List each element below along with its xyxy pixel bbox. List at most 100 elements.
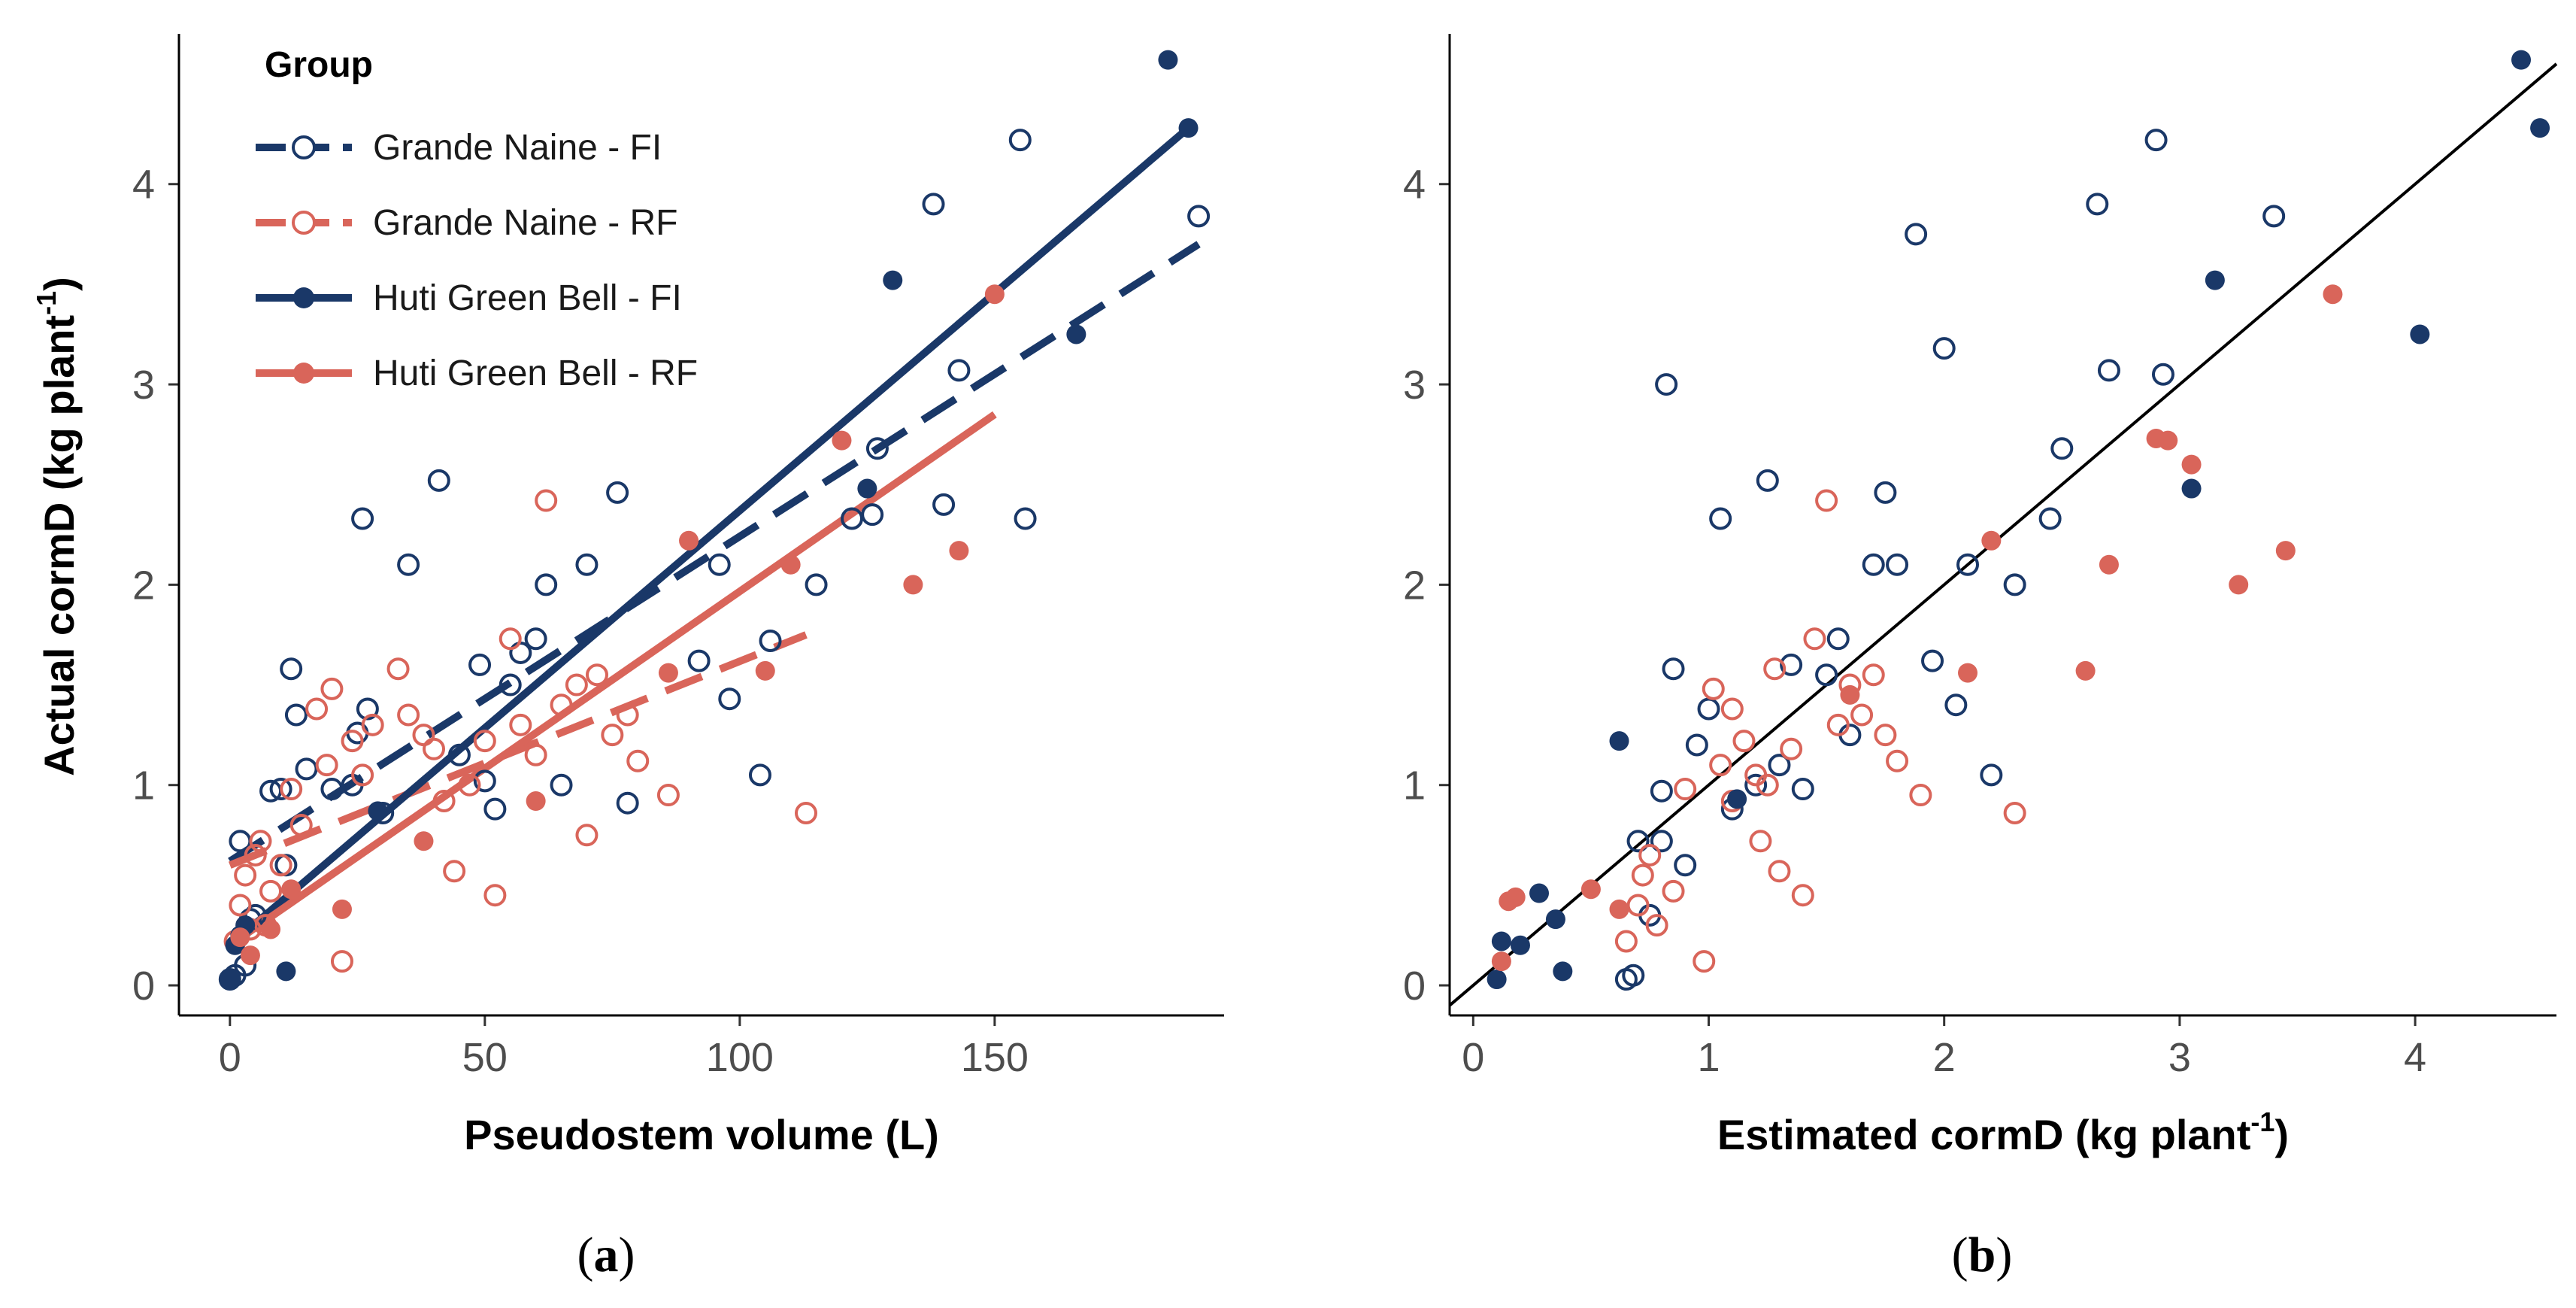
data-point [526,791,546,812]
panel-a-fit-lines [227,125,1201,948]
y-tick-label: 2 [132,563,155,608]
panel-a-x-tick-labels: 0 50 100 150 [219,1035,1029,1080]
data-point [550,773,573,797]
y-tick-label: 0 [1403,964,1426,1009]
data-point [1491,931,1511,951]
data-point [1622,964,1645,987]
panel-b: 0 1 2 3 4 0 1 2 3 4 Estimated cormD (kg plant-1)… [1403,34,2558,1282]
data-point [244,843,267,866]
data-point [356,697,379,721]
data-point [1780,653,1803,676]
data-point [1826,627,1850,651]
data-point [2275,541,2296,561]
data-point [1727,789,1747,809]
data-point [524,743,547,766]
data-point [2038,507,2062,530]
data-point [1981,530,2002,551]
data-point [2086,193,2109,216]
data-point [1862,663,1885,687]
data-point [861,503,884,527]
data-point [1958,663,1978,683]
data-point [1545,909,1565,930]
data-point [1674,854,1697,877]
data-point [1862,553,1885,576]
data-point [1158,50,1178,70]
data-point [658,663,678,683]
data-point [1815,663,1838,687]
data-point [679,530,699,551]
data-point [432,790,456,813]
data-point [524,627,547,651]
data-point [922,193,945,216]
data-point [281,879,302,900]
legend-key-marker [293,287,314,308]
data-point [386,657,410,681]
data-point [1702,677,1725,700]
data-point [1791,884,1814,907]
data-point [1693,950,1716,973]
panel-a-y-tick-labels: 0 1 2 3 4 [132,162,155,1009]
data-point [361,713,384,736]
data-point [1580,879,1601,900]
data-point [565,673,588,696]
data-point [1720,697,1744,721]
data-point [616,703,639,727]
data-point [1662,879,1685,903]
legend-label: Huti Green Bell - RF [373,354,698,393]
data-point [249,830,272,853]
data-point [269,778,292,801]
data-point [1491,951,1511,972]
data-point [240,945,260,966]
data-point [1487,970,1507,990]
data-point [230,927,250,948]
data-point [305,697,329,721]
data-point [857,478,877,499]
data-point [1187,205,1211,228]
legend-label: Grande Naine - RF [373,203,678,243]
data-point [1614,930,1638,953]
data-point [1886,749,1909,772]
data-point [1803,627,1826,651]
data-point [320,677,344,700]
data-point [865,437,889,460]
data-point [1768,754,1791,777]
legend-item-grande-naine-fi: Grande Naine - FI [256,128,662,168]
data-point [2158,430,2178,451]
data-point [473,769,496,793]
data-point [351,763,374,787]
data-point [1756,469,1779,492]
data-point [1626,830,1650,853]
data-point [458,773,481,797]
data-point [1553,961,1573,982]
data-point [443,860,466,883]
fit-line [227,411,997,948]
data-point [220,970,240,990]
data-point [1685,733,1708,757]
data-point [586,663,608,687]
data-point [1874,481,1897,504]
data-point [423,737,446,760]
data-point [1932,337,1956,360]
data-point [259,879,283,903]
data-point [2410,324,2430,344]
data-point [2144,129,2168,152]
panel-a-x-axis-title: Pseudostem volume (L) [464,1111,939,1158]
data-point [626,749,650,772]
panel-a-y-axis-title: Actual cormD (kg plant-1) [31,277,83,776]
data-point [535,489,558,512]
data-point [1874,724,1897,747]
data-point [1178,118,1199,138]
data-point [616,791,639,815]
data-point [841,507,864,530]
data-point [832,430,852,451]
data-point [483,884,507,907]
data-point [1662,657,1685,681]
data-point [1529,883,1550,903]
data-point [550,693,573,717]
data-point [1815,489,1838,512]
data-point [427,469,450,492]
data-point [1921,649,1944,672]
data-point [1510,935,1530,955]
data-point [397,553,420,576]
